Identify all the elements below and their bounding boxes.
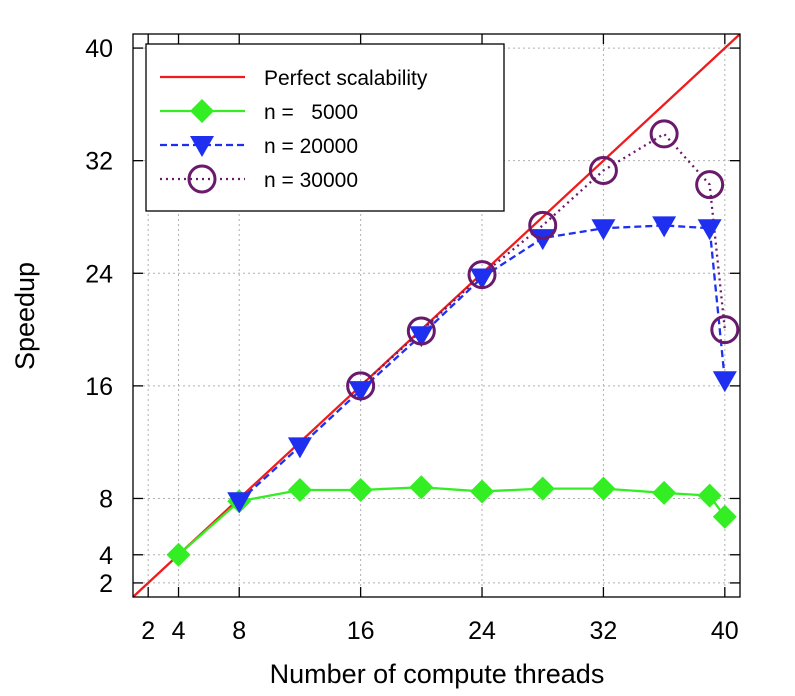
- legend: Perfect scalability n = 5000 n = 20000 n = …: [145, 43, 505, 212]
- y-tick-label: 24: [85, 260, 113, 288]
- data-point-n-20000: [409, 326, 434, 348]
- x-axis-title: Number of compute threads: [270, 659, 605, 689]
- marker-layer: [166, 119, 740, 567]
- y-tick-label: 2: [99, 570, 113, 598]
- data-point-n-20000: [348, 381, 373, 403]
- data-point-n-5000: [287, 478, 312, 503]
- data-point-n-5000: [530, 476, 555, 501]
- data-point-n-30000: [528, 210, 558, 240]
- data-point-n-5000: [652, 480, 677, 505]
- data-point-n-5000: [409, 475, 434, 500]
- legend-label-n-5000: n = 5000: [264, 101, 358, 124]
- data-point-n-20000: [591, 219, 616, 241]
- y-axis-title: Speedup: [10, 262, 40, 370]
- data-point-n-20000: [287, 437, 312, 459]
- y-tick-label: 8: [99, 485, 113, 513]
- legend-label-n-20000: n = 20000: [264, 135, 358, 158]
- data-point-n-5000: [348, 478, 373, 503]
- legend-label-perfect-scalability: Perfect scalability: [264, 67, 428, 90]
- x-tick-label: 24: [468, 617, 496, 645]
- series-line-n-30000: [359, 132, 726, 387]
- legend-marker-n-5000: [190, 99, 214, 123]
- plot-frame: [132, 33, 741, 598]
- series-line-n-20000: [238, 224, 726, 503]
- data-point-n-5000: [470, 479, 495, 504]
- data-point-n-30000: [588, 156, 618, 186]
- data-point-n-5000: [591, 476, 616, 501]
- legend-box: [145, 43, 505, 212]
- y-tick-label: 4: [99, 542, 113, 570]
- data-point-n-20000: [697, 219, 722, 241]
- data-point-n-30000: [649, 119, 679, 149]
- x-tick-label: 2: [141, 617, 155, 645]
- x-tick-label: 16: [347, 617, 375, 645]
- data-point-n-5000: [712, 504, 737, 529]
- data-point-n-20000: [652, 216, 677, 238]
- data-point-n-20000: [470, 268, 495, 290]
- data-point-n-5000: [697, 483, 722, 508]
- y-tick-label: 40: [85, 35, 113, 63]
- x-tick-label: 40: [711, 617, 739, 645]
- data-point-n-30000: [710, 315, 740, 345]
- x-tick-label: 8: [232, 617, 246, 645]
- tick-marks: [133, 34, 740, 597]
- data-point-n-30000: [406, 316, 436, 346]
- x-tick-label: 4: [172, 617, 186, 645]
- data-point-n-20000: [712, 371, 737, 393]
- data-point-n-30000: [695, 170, 725, 200]
- data-point-n-30000: [467, 260, 497, 290]
- legend-marker-n-30000: [187, 164, 217, 194]
- data-point-n-20000: [227, 492, 252, 514]
- data-point-n-30000: [346, 371, 376, 401]
- x-tick-label: 32: [590, 617, 618, 645]
- data-point-n-5000: [166, 542, 191, 567]
- legend-marker-n-20000: [190, 136, 214, 157]
- legend-label-n-30000: n = 30000: [264, 169, 358, 192]
- y-tick-label: 32: [85, 148, 113, 176]
- y-tick-label: 16: [85, 373, 113, 401]
